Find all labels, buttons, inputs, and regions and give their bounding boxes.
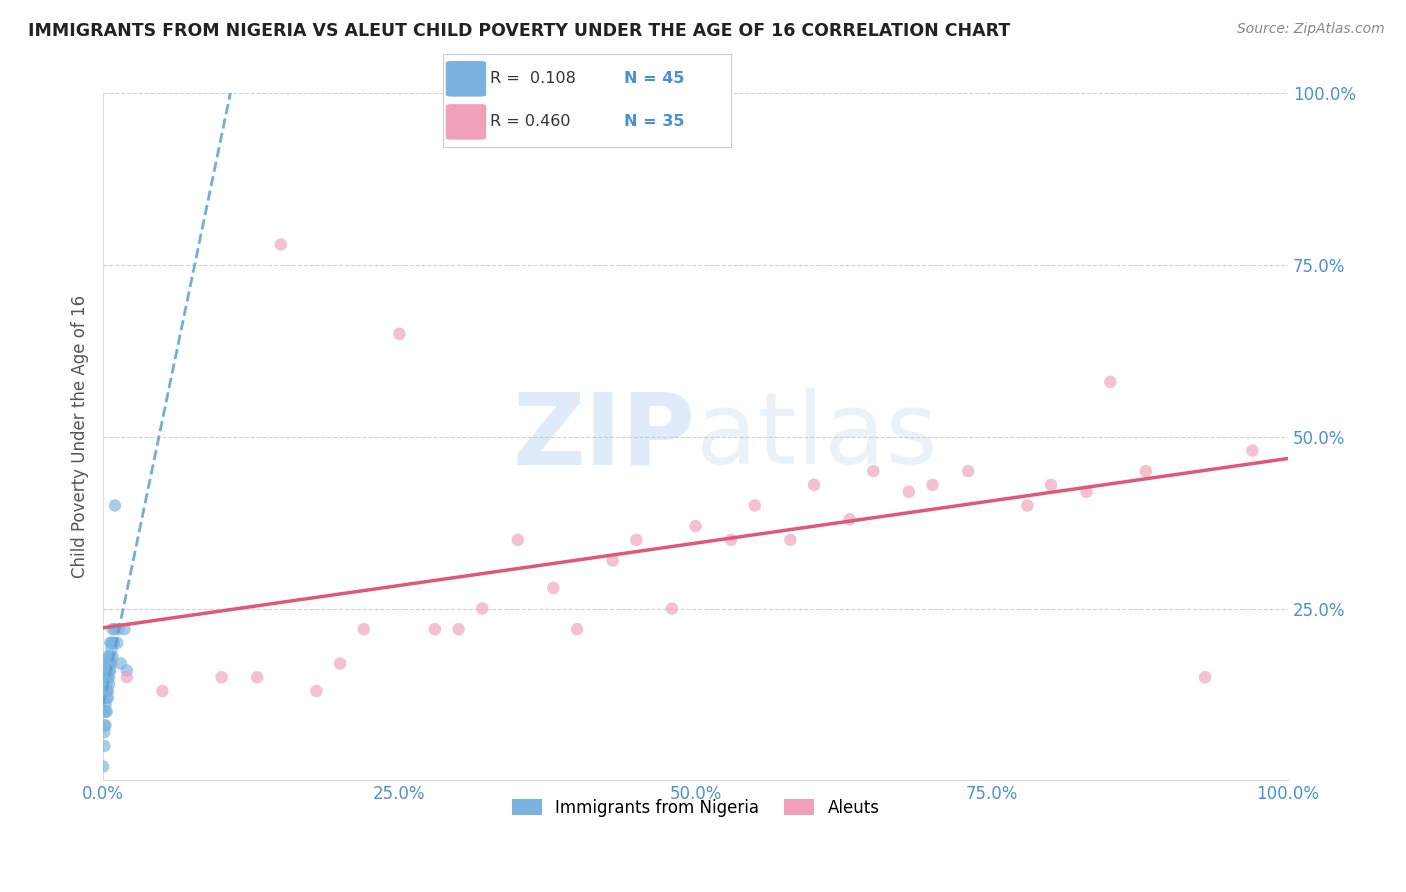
- Point: [103, 636, 125, 650]
- Point: [94, 698, 117, 712]
- Point: [96, 677, 118, 691]
- Point: [93, 718, 115, 732]
- Point: [107, 622, 129, 636]
- Point: [329, 657, 352, 671]
- Text: R =  0.108: R = 0.108: [491, 71, 576, 87]
- Point: [96, 690, 118, 705]
- Point: [957, 464, 980, 478]
- Point: [246, 670, 269, 684]
- Text: N = 35: N = 35: [624, 114, 685, 129]
- Point: [1040, 478, 1063, 492]
- Point: [565, 622, 588, 636]
- Point: [115, 670, 138, 684]
- Point: [94, 705, 117, 719]
- Point: [270, 237, 292, 252]
- Point: [110, 657, 132, 671]
- Point: [91, 759, 114, 773]
- Point: [94, 684, 117, 698]
- Point: [1017, 499, 1039, 513]
- Point: [98, 677, 121, 691]
- Y-axis label: Child Poverty Under the Age of 16: Child Poverty Under the Age of 16: [72, 295, 89, 578]
- Point: [1076, 484, 1098, 499]
- Point: [803, 478, 825, 492]
- Point: [96, 684, 118, 698]
- Point: [862, 464, 884, 478]
- Point: [98, 657, 121, 671]
- Point: [97, 690, 120, 705]
- Point: [115, 664, 138, 678]
- Point: [1241, 443, 1264, 458]
- Point: [921, 478, 943, 492]
- Point: [626, 533, 648, 547]
- Text: R = 0.460: R = 0.460: [491, 114, 571, 129]
- FancyBboxPatch shape: [446, 104, 486, 140]
- Point: [97, 649, 120, 664]
- Point: [93, 739, 115, 753]
- Point: [1135, 464, 1157, 478]
- Point: [104, 499, 127, 513]
- Point: [602, 553, 624, 567]
- Point: [98, 649, 121, 664]
- Point: [93, 705, 115, 719]
- Point: [94, 718, 117, 732]
- Point: [101, 636, 124, 650]
- Point: [388, 326, 411, 341]
- Point: [97, 657, 120, 671]
- Point: [471, 601, 494, 615]
- Point: [100, 642, 122, 657]
- Point: [744, 499, 766, 513]
- Point: [779, 533, 801, 547]
- Text: ZIP: ZIP: [513, 388, 696, 485]
- Text: IMMIGRANTS FROM NIGERIA VS ALEUT CHILD POVERTY UNDER THE AGE OF 16 CORRELATION C: IMMIGRANTS FROM NIGERIA VS ALEUT CHILD P…: [28, 22, 1011, 40]
- Text: N = 45: N = 45: [624, 71, 685, 87]
- Point: [101, 622, 124, 636]
- Text: Source: ZipAtlas.com: Source: ZipAtlas.com: [1237, 22, 1385, 37]
- Point: [211, 670, 233, 684]
- Point: [100, 657, 122, 671]
- Point: [838, 512, 860, 526]
- Point: [305, 684, 328, 698]
- Point: [96, 705, 118, 719]
- Legend: Immigrants from Nigeria, Aleuts: Immigrants from Nigeria, Aleuts: [505, 792, 886, 823]
- Point: [114, 622, 136, 636]
- Point: [96, 664, 118, 678]
- Point: [93, 725, 115, 739]
- Point: [96, 670, 118, 684]
- Text: atlas: atlas: [696, 388, 938, 485]
- Point: [353, 622, 375, 636]
- Point: [98, 664, 121, 678]
- Point: [98, 670, 121, 684]
- Point: [97, 670, 120, 684]
- Point: [101, 649, 124, 664]
- Point: [94, 670, 117, 684]
- Point: [104, 622, 127, 636]
- Point: [685, 519, 707, 533]
- Point: [1194, 670, 1216, 684]
- Point: [98, 636, 121, 650]
- Point: [105, 636, 128, 650]
- Point: [506, 533, 529, 547]
- Point: [720, 533, 742, 547]
- Point: [97, 664, 120, 678]
- Point: [150, 684, 173, 698]
- Point: [98, 664, 121, 678]
- Point: [447, 622, 470, 636]
- Point: [98, 657, 121, 671]
- Point: [661, 601, 683, 615]
- Point: [543, 581, 565, 595]
- Point: [423, 622, 446, 636]
- FancyBboxPatch shape: [446, 61, 486, 96]
- Point: [897, 484, 920, 499]
- Point: [1099, 375, 1122, 389]
- Point: [97, 684, 120, 698]
- Point: [100, 636, 122, 650]
- Point: [98, 649, 121, 664]
